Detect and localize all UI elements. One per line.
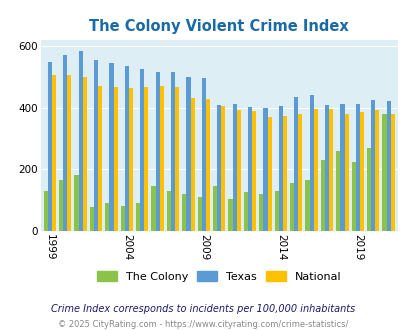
Bar xyxy=(78,51,83,231)
Bar xyxy=(120,206,124,231)
Bar xyxy=(263,108,267,231)
Bar xyxy=(309,95,313,231)
Bar xyxy=(247,107,252,231)
Bar xyxy=(105,203,109,231)
Bar xyxy=(374,110,379,231)
Bar xyxy=(48,62,52,231)
Bar xyxy=(390,114,394,231)
Bar xyxy=(328,109,333,231)
Text: Crime Index corresponds to incidents per 100,000 inhabitants: Crime Index corresponds to incidents per… xyxy=(51,304,354,314)
Bar xyxy=(282,115,286,231)
Bar xyxy=(205,99,209,231)
Bar xyxy=(386,101,390,231)
Bar xyxy=(171,72,175,231)
Bar xyxy=(217,105,221,231)
Bar xyxy=(236,110,240,231)
Bar xyxy=(289,183,294,231)
Legend: The Colony, Texas, National: The Colony, Texas, National xyxy=(97,271,341,282)
Bar xyxy=(109,63,113,231)
Bar xyxy=(74,175,79,231)
Bar xyxy=(90,207,94,231)
Bar xyxy=(232,104,236,231)
Bar xyxy=(258,194,263,231)
Bar xyxy=(124,66,129,231)
Bar xyxy=(155,72,159,231)
Bar xyxy=(366,148,370,231)
Bar xyxy=(274,191,278,231)
Bar xyxy=(320,160,324,231)
Bar xyxy=(94,60,98,231)
Bar xyxy=(113,87,117,231)
Bar xyxy=(313,109,317,231)
Bar xyxy=(335,151,339,231)
Bar xyxy=(344,114,348,231)
Bar xyxy=(355,104,359,231)
Bar xyxy=(298,114,302,231)
Bar xyxy=(267,117,271,231)
Bar xyxy=(221,106,225,231)
Bar xyxy=(339,104,344,231)
Bar xyxy=(83,77,87,231)
Bar xyxy=(213,186,217,231)
Bar xyxy=(201,78,205,231)
Bar xyxy=(67,75,71,231)
Bar xyxy=(243,192,247,231)
Bar xyxy=(43,191,48,231)
Bar xyxy=(159,86,164,231)
Bar xyxy=(305,180,309,231)
Bar xyxy=(144,86,148,231)
Bar xyxy=(186,77,190,231)
Bar xyxy=(182,194,186,231)
Bar xyxy=(228,199,232,231)
Bar xyxy=(98,86,102,231)
Bar xyxy=(190,98,194,231)
Title: The Colony Violent Crime Index: The Colony Violent Crime Index xyxy=(89,19,348,34)
Bar xyxy=(252,111,256,231)
Bar xyxy=(63,55,67,231)
Bar xyxy=(382,114,386,231)
Bar xyxy=(52,75,56,231)
Bar xyxy=(140,69,144,231)
Bar xyxy=(166,191,171,231)
Bar xyxy=(175,87,179,231)
Bar xyxy=(151,186,155,231)
Bar xyxy=(370,100,374,231)
Bar xyxy=(278,106,282,231)
Bar xyxy=(197,197,201,231)
Bar xyxy=(351,162,355,231)
Bar xyxy=(359,113,363,231)
Bar xyxy=(59,180,63,231)
Bar xyxy=(129,88,133,231)
Bar xyxy=(294,97,298,231)
Bar xyxy=(136,203,140,231)
Text: © 2025 CityRating.com - https://www.cityrating.com/crime-statistics/: © 2025 CityRating.com - https://www.city… xyxy=(58,320,347,329)
Bar xyxy=(324,105,328,231)
